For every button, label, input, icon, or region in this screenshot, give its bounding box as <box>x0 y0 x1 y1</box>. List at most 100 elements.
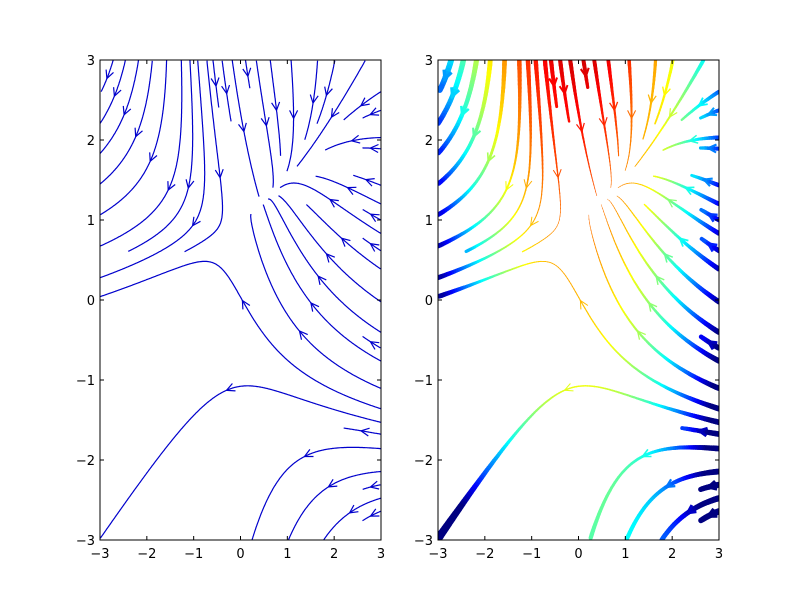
streamline-arrow <box>486 152 496 163</box>
streamline-arrow <box>210 77 220 88</box>
streamline-arrow <box>523 179 533 190</box>
streamline-arrow <box>122 105 132 117</box>
streamline-arrow <box>705 143 717 154</box>
streamline <box>362 147 381 150</box>
streamline-arrow <box>684 504 697 515</box>
streamline-arrow <box>579 299 589 310</box>
streamline-arrow <box>705 339 718 351</box>
streamline-segment <box>438 531 445 540</box>
streamline-arrow <box>328 198 339 208</box>
streamline <box>362 109 381 119</box>
streamline-arrow <box>442 69 453 83</box>
streamline-arrow <box>706 212 718 223</box>
streamline-arrow <box>664 478 676 489</box>
streamline <box>268 198 381 333</box>
left-streamlines <box>100 60 381 540</box>
streamline-arrow <box>640 448 652 458</box>
streamline-arrow <box>666 198 677 208</box>
streamline-segment <box>690 173 696 178</box>
streamline-segment <box>600 204 603 209</box>
streamline-arrow <box>260 117 270 128</box>
left-y-tick-label: 2 <box>87 134 95 149</box>
left-y-tick-label: 1 <box>87 214 95 229</box>
streamline-arrow <box>185 179 195 190</box>
left-axis-ticks <box>99 59 382 541</box>
left-x-tick-label: 0 <box>236 547 244 562</box>
right-x-tick-label: −1 <box>522 547 541 562</box>
streamline-arrow <box>663 252 674 263</box>
streamline <box>231 60 260 197</box>
right-x-tick-label: −2 <box>475 547 494 562</box>
streamline <box>304 60 319 140</box>
streamline-arrow <box>529 216 539 227</box>
right-y-tick-label: 2 <box>425 134 433 149</box>
streamline-arrow <box>149 152 158 163</box>
right-x-tick-label: 2 <box>668 547 676 562</box>
streamline-arrow <box>113 87 122 98</box>
streamline-arrow <box>359 97 370 107</box>
streamline-arrow <box>609 101 619 112</box>
streamline-arrow <box>647 94 657 105</box>
left-x-tick-label: −1 <box>184 547 203 562</box>
streamline <box>221 60 232 122</box>
streamline-segment <box>659 534 666 540</box>
streamline <box>100 60 183 247</box>
streamline-arrow <box>346 186 357 195</box>
streamline-arrow <box>563 383 574 392</box>
right-x-tick-label: 3 <box>715 547 723 562</box>
streamline <box>362 237 381 252</box>
right-y-tick-label: −3 <box>414 534 433 549</box>
right-x-tick-label: 0 <box>574 547 582 562</box>
streamline <box>262 204 381 362</box>
streamline-segment <box>521 249 526 253</box>
right-x-tick-label: 1 <box>621 547 629 562</box>
left-y-tick-label: −1 <box>76 374 95 389</box>
streamline-segment <box>654 118 658 125</box>
left-y-tick-label: 0 <box>87 294 95 309</box>
right-streamplot-panel: −3 −2 −1 0 1 2 3 −3 −2 −1 0 1 2 3 <box>414 54 723 562</box>
streamline-arrow <box>134 127 143 138</box>
streamline-arrow <box>359 427 370 437</box>
streamline-segment <box>464 248 471 254</box>
streamline-arrow <box>636 329 646 340</box>
streamline-arrow <box>695 426 709 438</box>
streamline-arrow <box>655 274 665 286</box>
streamline-arrow <box>505 181 514 192</box>
streamline-arrow <box>303 449 314 458</box>
left-y-tick-label: −3 <box>76 534 95 549</box>
streamline-segment <box>567 115 571 123</box>
streamline-arrow <box>241 299 251 310</box>
streamline-arrow <box>327 478 338 488</box>
streamline-arrow <box>627 110 637 120</box>
streamline-arrow <box>324 86 333 97</box>
streamline-segment <box>698 486 706 492</box>
streamline-segment <box>595 191 598 196</box>
streamline-arrow <box>310 301 320 312</box>
streamline-arrow <box>687 134 699 144</box>
streamline-arrow <box>705 242 718 253</box>
streamline-arrow <box>678 237 689 247</box>
left-y-tick-labels: −3 −2 −1 0 1 2 3 <box>76 54 95 549</box>
streamline-arrow <box>238 122 247 133</box>
streamline <box>100 60 114 92</box>
streamline-segment <box>624 532 631 540</box>
streamline-arrow <box>368 107 380 116</box>
streamline-arrow <box>364 178 375 187</box>
streamline-segment <box>699 207 706 214</box>
streamline-arrow <box>705 507 718 518</box>
streamline <box>127 60 194 252</box>
streamline-arrow <box>325 252 336 263</box>
left-x-tick-label: 1 <box>283 547 291 562</box>
streamline-arrow <box>221 84 231 95</box>
streamline-arrow <box>579 67 590 79</box>
streamline <box>100 60 206 279</box>
streamline-segment <box>662 148 667 151</box>
streamline <box>100 60 153 185</box>
right-streamlines <box>438 60 719 540</box>
left-x-tick-label: −3 <box>90 547 109 562</box>
streamline <box>100 60 126 124</box>
left-y-tick-label: 3 <box>87 54 95 69</box>
streamline-segment <box>438 83 445 93</box>
streamline-arrow <box>369 242 380 252</box>
right-y-tick-label: −2 <box>414 454 433 469</box>
